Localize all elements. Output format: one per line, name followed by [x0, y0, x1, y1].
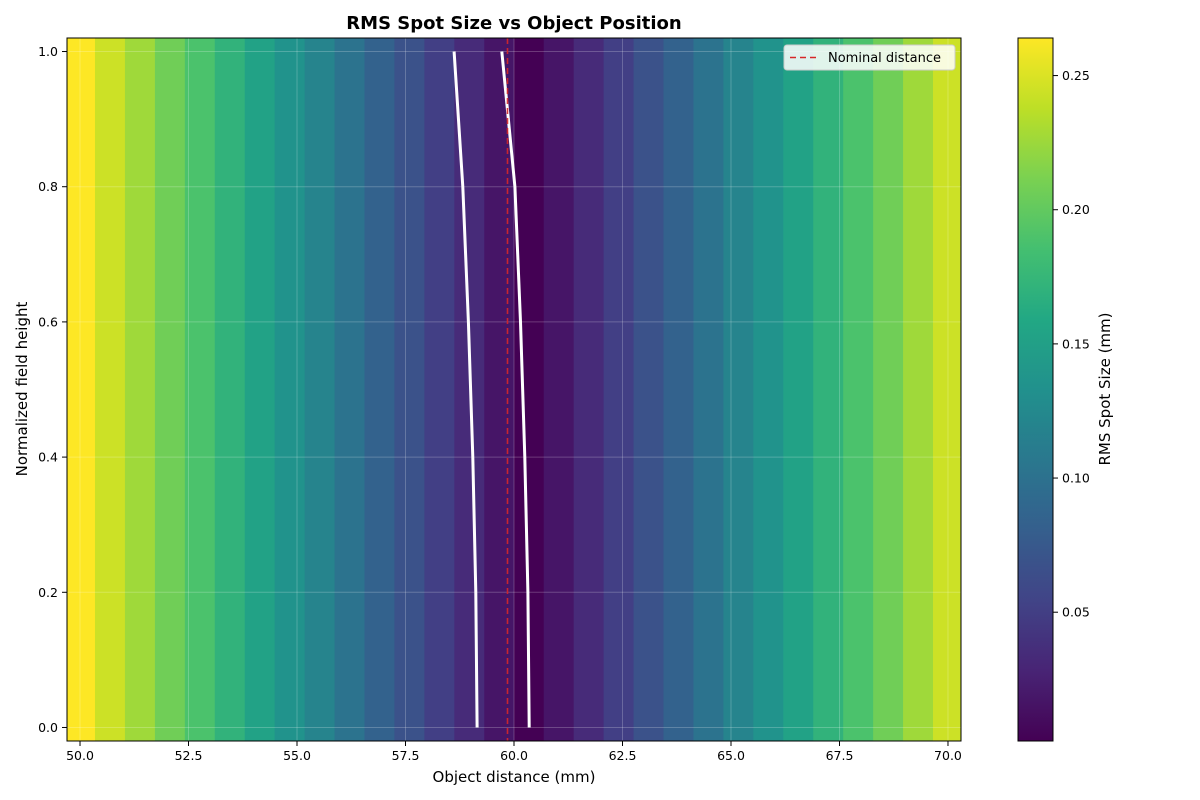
heatmap-cell — [484, 38, 515, 741]
y-tick-label: 0.6 — [38, 314, 58, 329]
heatmap-cell — [94, 38, 126, 741]
heatmap-cell — [154, 38, 186, 741]
heatmap-cell — [274, 38, 306, 741]
x-axis-label: Object distance (mm) — [433, 768, 596, 786]
x-tick-label: 57.5 — [392, 748, 420, 763]
colorbar-tick-label: 0.15 — [1062, 336, 1090, 351]
x-axis-ticks: 50.0 52.5 55.0 57.5 60.0 62.5 65.0 67.5 70.0 — [66, 741, 962, 763]
x-tick-label: 60.0 — [500, 748, 528, 763]
heatmap-cell — [124, 38, 156, 741]
colorbar-tick-label: 0.20 — [1062, 202, 1090, 217]
y-tick-label: 0.4 — [38, 450, 58, 465]
y-axis-ticks: 0.0 0.2 0.4 0.6 0.8 1.0 — [38, 44, 67, 735]
heatmap-cell — [304, 38, 336, 741]
heatmap-cell — [783, 38, 814, 741]
heatmap-cell — [723, 38, 754, 741]
heatmap-cell — [903, 38, 934, 741]
legend-box — [783, 44, 956, 71]
chart-title: RMS Spot Size vs Object Position — [346, 13, 681, 34]
colorbar-ticks: 0.05 0.10 0.15 0.20 0.25 — [1053, 68, 1090, 620]
contours — [452, 51, 531, 728]
legend: Nominal distance — [783, 44, 956, 71]
x-tick-label: 52.5 — [175, 748, 203, 763]
heatmap-cell — [813, 38, 844, 741]
heatmap-cell — [334, 38, 366, 741]
y-tick-label: 1.0 — [38, 44, 58, 59]
legend-label-nominal: Nominal distance — [828, 51, 941, 66]
heatmap-cell — [693, 38, 724, 741]
heatmap — [67, 38, 961, 741]
heatmap-cell — [364, 38, 396, 741]
contour-line — [452, 51, 479, 728]
heatmap-cell — [843, 38, 874, 741]
x-tick-label: 62.5 — [609, 748, 637, 763]
x-tick-label: 55.0 — [283, 748, 311, 763]
y-tick-label: 0.8 — [38, 179, 58, 194]
colorbar-tick-label: 0.05 — [1062, 605, 1090, 620]
colorbar — [1017, 37, 1054, 742]
grid — [67, 38, 961, 741]
x-tick-label: 70.0 — [934, 748, 962, 763]
heatmap-cell — [873, 38, 904, 741]
colorbar-tick-label: 0.10 — [1062, 471, 1090, 486]
x-tick-label: 65.0 — [717, 748, 745, 763]
y-axis-label: Normalized field height — [13, 301, 31, 476]
heatmap-cell — [933, 38, 961, 741]
heatmap-cell — [663, 38, 695, 741]
x-tick-label: 67.5 — [826, 748, 854, 763]
heatmap-cell — [214, 38, 246, 741]
heatmap-cell — [603, 38, 635, 741]
y-tick-label: 0.0 — [38, 720, 58, 735]
y-tick-label: 0.2 — [38, 585, 58, 600]
heatmap-cell — [543, 38, 575, 741]
heatmap-cell — [753, 38, 784, 741]
colorbar-tick-label: 0.25 — [1062, 68, 1090, 83]
heatmap-cell — [184, 38, 216, 741]
heatmap-cell — [424, 38, 455, 741]
x-tick-label: 50.0 — [66, 748, 94, 763]
heatmap-cell — [633, 38, 665, 741]
heatmap-cell — [573, 38, 605, 741]
contour-line — [500, 51, 531, 728]
heatmap-cell — [394, 38, 425, 741]
colorbar-label: RMS Spot Size (mm) — [1096, 312, 1114, 465]
heatmap-cell — [67, 38, 96, 741]
heatmap-cell — [244, 38, 276, 741]
